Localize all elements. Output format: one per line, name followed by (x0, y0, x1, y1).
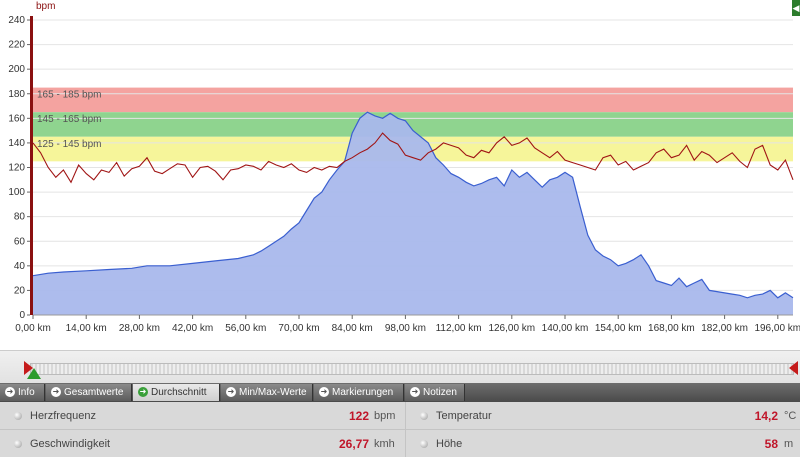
tab-info-label: Info (18, 387, 35, 398)
stat-speed: Geschwindigkeit 26,77 kmh (0, 431, 405, 457)
y-tick-label: 240 (8, 15, 25, 26)
x-tick-label: 140,00 km (542, 323, 589, 334)
arrow-icon: ➜ (319, 387, 329, 397)
tab-min-max[interactable]: ➜ Min/Max-Werte (221, 384, 313, 401)
y-tick-label: 80 (14, 212, 26, 223)
zone-label-0: 165 - 185 bpm (37, 90, 102, 101)
x-tick-label: 98,00 km (385, 323, 426, 334)
x-tick-label: 154,00 km (595, 323, 642, 334)
side-panel-toggle-icon[interactable]: ◀ (792, 0, 800, 16)
x-tick-label: 42,00 km (172, 323, 213, 334)
stat-altitude-label: Höhe (436, 438, 463, 450)
stat-altitude-unit: m (784, 438, 794, 450)
heart-rate-chart: 165 - 185 bpm 145 - 165 bpm 125 - 145 bpm 0… (8, 15, 800, 334)
chart-area: 165 - 185 bpm 145 - 165 bpm 125 - 145 bpm 0… (8, 0, 800, 334)
tab-gesamtwerte-label: Gesamtwerte (64, 387, 124, 398)
tab-notizen-label: Notizen (423, 387, 457, 398)
y-tick-label: 60 (14, 236, 26, 247)
x-tick-label: 56,00 km (225, 323, 266, 334)
y-tick-label: 180 (8, 89, 25, 100)
tab-bar: ➜ Info ➜ Gesamtwerte ➜ Durchschnitt ➜ Mi… (0, 383, 800, 402)
y-tick-label: 120 (8, 163, 25, 174)
stat-speed-value: 26,77 (338, 437, 369, 451)
divider (0, 429, 800, 430)
position-marker-icon[interactable] (27, 368, 41, 379)
y-tick-label: 220 (8, 40, 25, 51)
y-tick-label: 100 (8, 187, 25, 198)
arrow-icon: ➜ (5, 387, 15, 397)
y-axis-unit: bpm (36, 1, 56, 12)
x-tick-label: 70,00 km (278, 323, 319, 334)
y-tick-label: 160 (8, 113, 25, 124)
tab-durchschnitt-label: Durchschnitt (151, 387, 207, 398)
x-tick-label: 182,00 km (701, 323, 748, 334)
stat-heart-rate-value: 122 (348, 409, 369, 423)
x-tick-label: 112,00 km (436, 323, 482, 334)
bullet-icon (420, 412, 428, 420)
stat-heart-rate: Herzfrequenz 122 bpm (0, 403, 405, 429)
x-tick-label: 168,00 km (648, 323, 695, 334)
bullet-icon (14, 440, 22, 448)
stat-speed-unit: kmh (374, 438, 395, 450)
x-tick-label: 28,00 km (119, 323, 160, 334)
zone-label-2: 125 - 145 bpm (37, 139, 102, 150)
range-end-handle[interactable] (789, 361, 798, 375)
stat-temperature-value: 14,2 (754, 409, 778, 423)
x-tick-label: 0,00 km (15, 323, 51, 334)
range-slider[interactable] (0, 350, 800, 383)
arrow-icon: ➜ (138, 387, 148, 397)
y-tick-label: 200 (8, 64, 25, 75)
y-tick-label: 20 (14, 285, 26, 296)
y-axis-line (30, 16, 33, 315)
stat-heart-rate-unit: bpm (374, 410, 396, 422)
tab-gesamtwerte[interactable]: ➜ Gesamtwerte (46, 384, 132, 401)
arrow-icon: ➜ (226, 387, 236, 397)
arrow-icon: ➜ (410, 387, 420, 397)
stats-panel: Herzfrequenz 122 bpm Geschwindigkeit 26,… (0, 402, 800, 457)
altitude-line (32, 111, 794, 299)
x-tick-label: 196,00 km (754, 323, 800, 334)
arrow-icon: ➜ (51, 387, 61, 397)
divider (405, 402, 406, 457)
bullet-icon (420, 440, 428, 448)
slider-track[interactable] (30, 363, 794, 375)
stat-speed-label: Geschwindigkeit (30, 438, 111, 450)
zone-label-1: 145 - 165 bpm (37, 114, 102, 125)
stat-altitude: Höhe 58 m (406, 431, 800, 457)
y-tick-label: 140 (8, 138, 25, 149)
heart-rate-line (32, 132, 794, 184)
zone-band-0 (33, 87, 793, 113)
tab-markierungen-label: Markierungen (332, 387, 394, 398)
tab-notizen[interactable]: ➜ Notizen (405, 384, 465, 401)
tab-info[interactable]: ➜ Info (0, 384, 45, 401)
bullet-icon (14, 412, 22, 420)
stat-altitude-value: 58 (764, 437, 778, 451)
stat-temperature: Temperatur 14,2 °C (406, 403, 800, 429)
tab-markierungen[interactable]: ➜ Markierungen (314, 384, 404, 401)
x-tick-label: 126,00 km (488, 323, 535, 334)
stat-temperature-label: Temperatur (436, 410, 492, 422)
tab-min-max-label: Min/Max-Werte (239, 387, 307, 398)
x-tick-label: 14,00 km (66, 323, 107, 334)
tab-durchschnitt[interactable]: ➜ Durchschnitt (133, 384, 220, 401)
y-tick-label: 0 (19, 310, 25, 321)
y-tick-label: 40 (14, 261, 26, 272)
altitude-area (33, 112, 793, 315)
stat-temperature-unit: °C (784, 410, 797, 422)
x-tick-label: 84,00 km (332, 323, 373, 334)
stat-heart-rate-label: Herzfrequenz (30, 410, 97, 422)
